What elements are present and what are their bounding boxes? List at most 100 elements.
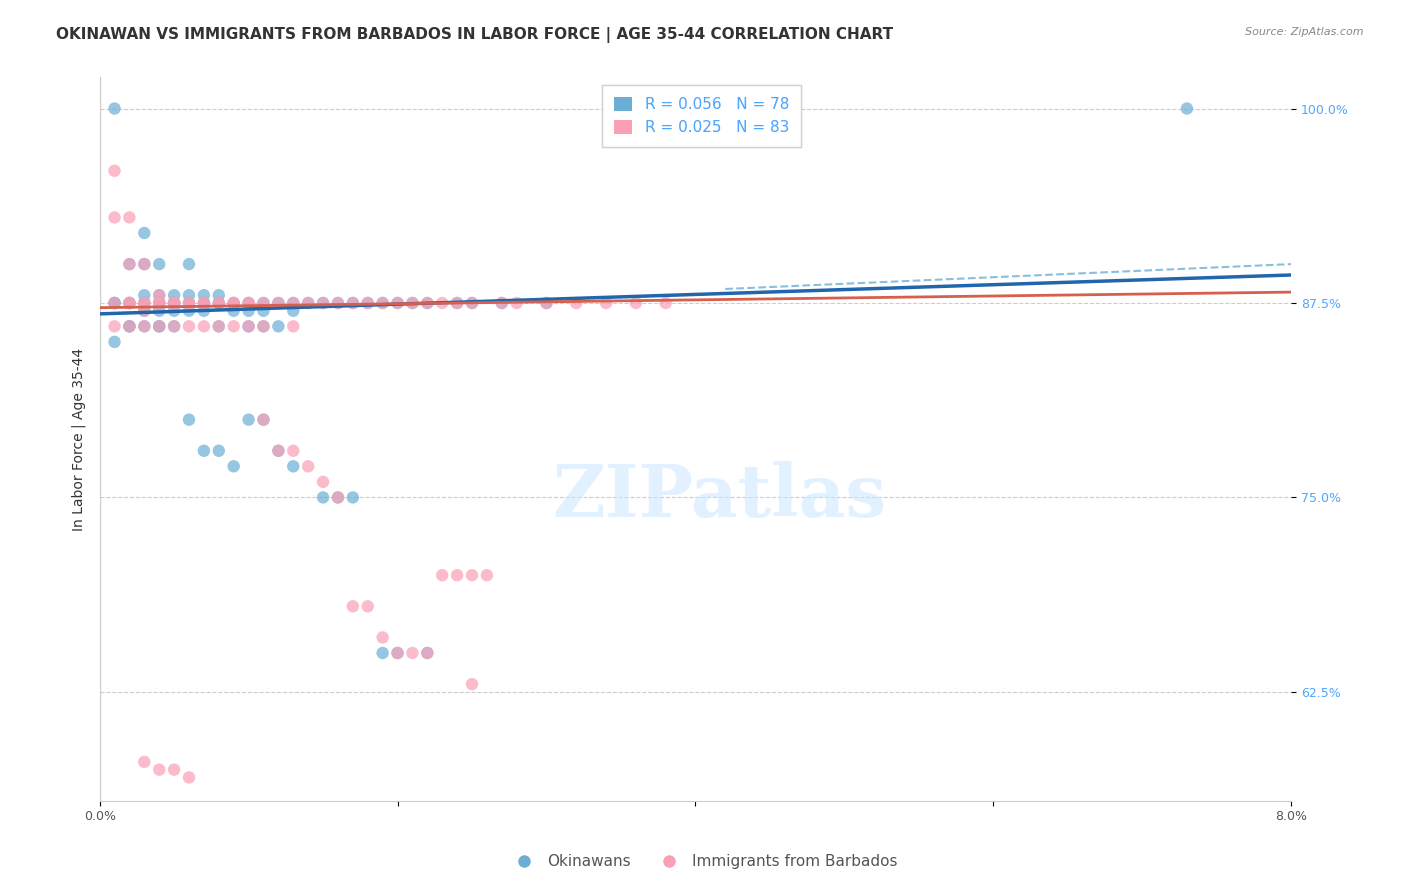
Point [342,296,364,310]
Point [163,296,186,310]
Point [222,319,245,334]
Point [238,412,260,426]
Point [357,296,380,310]
Point [491,296,513,310]
Point [103,211,125,225]
Point [163,296,186,310]
Point [148,288,170,302]
Point [134,257,156,271]
Point [252,412,274,426]
Point [357,599,380,614]
Y-axis label: In Labor Force | Age 35-44: In Labor Force | Age 35-44 [72,348,86,531]
Point [118,296,141,310]
Point [103,296,125,310]
Text: OKINAWAN VS IMMIGRANTS FROM BARBADOS IN LABOR FORCE | AGE 35-44 CORRELATION CHAR: OKINAWAN VS IMMIGRANTS FROM BARBADOS IN … [56,27,893,43]
Point [222,459,245,474]
Text: ZIPatlas: ZIPatlas [553,461,886,533]
Point [387,296,409,310]
Point [134,257,156,271]
Point [461,677,484,691]
Point [177,296,200,310]
Point [238,319,260,334]
Point [163,296,186,310]
Point [134,319,156,334]
Point [134,226,156,240]
Point [163,303,186,318]
Point [342,296,364,310]
Point [252,319,274,334]
Point [177,319,200,334]
Point [238,296,260,310]
Point [416,296,439,310]
Point [163,296,186,310]
Point [283,303,305,318]
Point [193,296,215,310]
Point [342,599,364,614]
Point [446,296,468,310]
Point [267,319,290,334]
Point [654,296,676,310]
Point [312,491,335,505]
Point [148,319,170,334]
Legend: R = 0.056   N = 78, R = 0.025   N = 83: R = 0.056 N = 78, R = 0.025 N = 83 [602,85,801,147]
Text: Source: ZipAtlas.com: Source: ZipAtlas.com [1246,27,1364,37]
Point [371,296,394,310]
Point [208,288,231,302]
Point [148,319,170,334]
Point [283,443,305,458]
Point [193,296,215,310]
Point [357,296,380,310]
Point [416,296,439,310]
Point [118,257,141,271]
Point [163,288,186,302]
Point [252,319,274,334]
Point [252,303,274,318]
Point [342,491,364,505]
Point [193,303,215,318]
Point [177,257,200,271]
Point [446,568,468,582]
Point [297,459,319,474]
Point [163,296,186,310]
Point [103,319,125,334]
Point [118,296,141,310]
Point [193,288,215,302]
Point [326,296,349,310]
Point [267,443,290,458]
Point [148,303,170,318]
Point [267,296,290,310]
Point [193,319,215,334]
Point [685,102,707,116]
Point [208,296,231,310]
Point [177,288,200,302]
Point [401,296,423,310]
Point [148,296,170,310]
Point [312,296,335,310]
Point [252,412,274,426]
Point [297,296,319,310]
Point [103,163,125,178]
Point [565,296,588,310]
Point [222,296,245,310]
Point [134,303,156,318]
Point [134,296,156,310]
Point [148,296,170,310]
Point [461,568,484,582]
Point [193,443,215,458]
Point [177,296,200,310]
Point [148,257,170,271]
Legend: Okinawans, Immigrants from Barbados: Okinawans, Immigrants from Barbados [503,848,903,875]
Point [193,296,215,310]
Point [177,412,200,426]
Point [118,319,141,334]
Point [134,303,156,318]
Point [267,443,290,458]
Point [222,296,245,310]
Point [432,296,454,310]
Point [148,288,170,302]
Point [148,296,170,310]
Point [326,491,349,505]
Point [297,296,319,310]
Point [536,296,558,310]
Point [118,257,141,271]
